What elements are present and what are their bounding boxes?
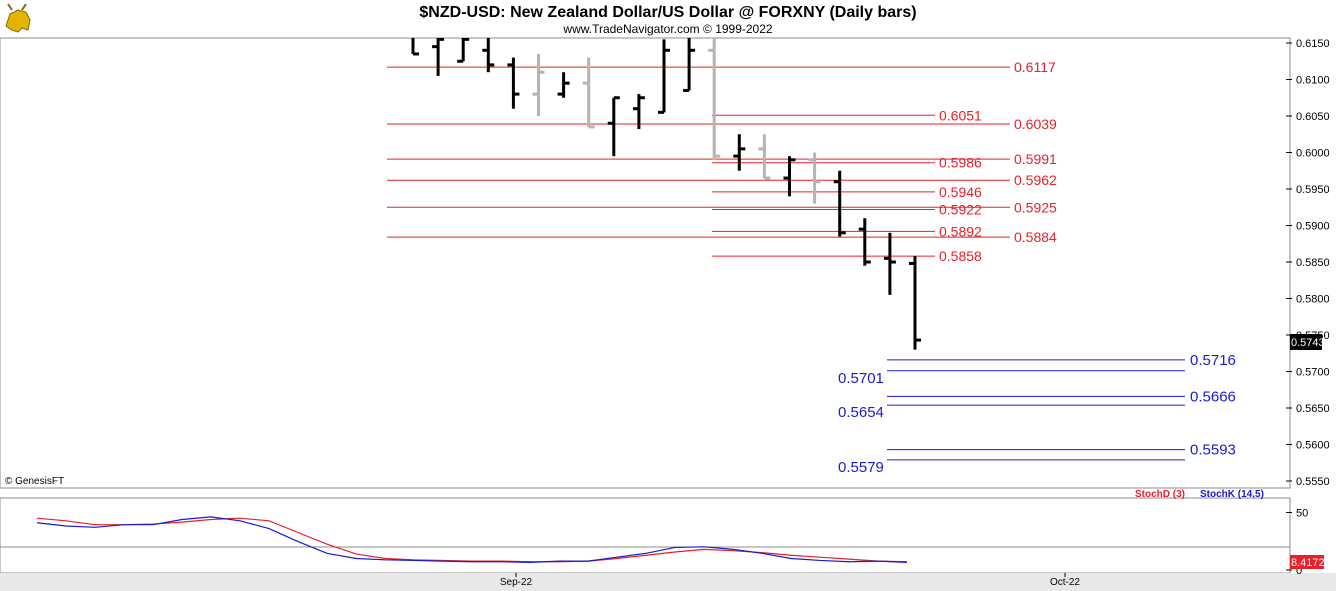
blue-level-label: 0.5579 [838, 459, 884, 476]
red-level-label: 0.5946 [939, 184, 982, 200]
chart-title: $NZD-USD: New Zealand Dollar/US Dollar @… [419, 4, 916, 21]
price-tick-label: 0.6000 [1296, 148, 1330, 160]
price-tick-label: 0.5800 [1296, 294, 1330, 306]
price-tick-label: 0.5700 [1296, 367, 1330, 379]
blue-level-label: 0.5593 [1190, 442, 1236, 459]
price-tick-label: 0.5550 [1296, 476, 1330, 488]
red-level-label: 0.5991 [1014, 151, 1057, 167]
price-tick-label: 0.6100 [1296, 75, 1330, 87]
red-level-label: 0.5925 [1014, 199, 1057, 215]
last-price-label: 0.5743 [1291, 337, 1325, 349]
chart-subtitle: www.TradeNavigator.com © 1999-2022 [562, 22, 772, 36]
stoch-tick-label: 50 [1296, 508, 1308, 520]
red-level-label: 0.5884 [1014, 229, 1057, 245]
stoch-tick-label: 0 [1296, 565, 1302, 577]
red-level-label: 0.5892 [939, 223, 982, 239]
legend-stochk: StochK (14,5) [1200, 489, 1264, 500]
date-tick-label: Oct-22 [1050, 577, 1080, 588]
stoch-panel [0, 497, 1291, 574]
red-level-label: 0.6117 [1014, 59, 1056, 75]
stoch-series-line [36, 517, 908, 563]
stoch-lines [36, 516, 908, 564]
date-axis: Sep-22 Oct-22 [500, 573, 1080, 588]
last-price-badge [1290, 334, 1322, 350]
price-tick-label: 0.5900 [1296, 221, 1330, 233]
stoch-last-badge [1290, 555, 1324, 569]
copyright-text: © GenesisFT [5, 476, 64, 487]
price-tick-label: 0.5850 [1296, 257, 1330, 269]
blue-level-label: 0.5716 [1190, 352, 1236, 369]
price-tick-label: 0.6150 [1296, 38, 1330, 50]
price-tick-label: 0.5600 [1296, 440, 1330, 452]
red-level-label: 0.5986 [939, 155, 982, 171]
red-level-label: 0.6039 [1014, 116, 1057, 132]
price-tick-label: 0.6050 [1296, 111, 1330, 123]
stoch-series-line [36, 516, 908, 564]
price-tick-label: 0.5950 [1296, 184, 1330, 196]
price-levels: 0.6117 0.6051 0.6039 0.5986 0.5991 0.5962 0.59… [387, 59, 1236, 476]
date-tick-label: Sep-22 [500, 577, 533, 588]
legend-stochd: StochD (3) [1135, 489, 1185, 500]
bull-logo-icon [2, 2, 34, 34]
blue-level-label: 0.5654 [838, 404, 884, 421]
blue-level-label: 0.5701 [838, 370, 884, 387]
stoch-axis: 50 0 [1286, 508, 1308, 577]
date-axis-strip [0, 573, 1336, 591]
price-panel [0, 37, 1291, 489]
ohlc-bars [411, 38, 921, 350]
red-level-label: 0.5922 [939, 201, 982, 217]
red-level-label: 0.5962 [1014, 172, 1057, 188]
red-level-label: 0.6051 [939, 107, 982, 123]
price-tick-label: 0.5650 [1296, 403, 1330, 415]
stoch-last-label: 8.4172 [1291, 557, 1325, 569]
red-level-label: 0.5858 [939, 248, 982, 264]
blue-level-label: 0.5666 [1190, 388, 1236, 405]
